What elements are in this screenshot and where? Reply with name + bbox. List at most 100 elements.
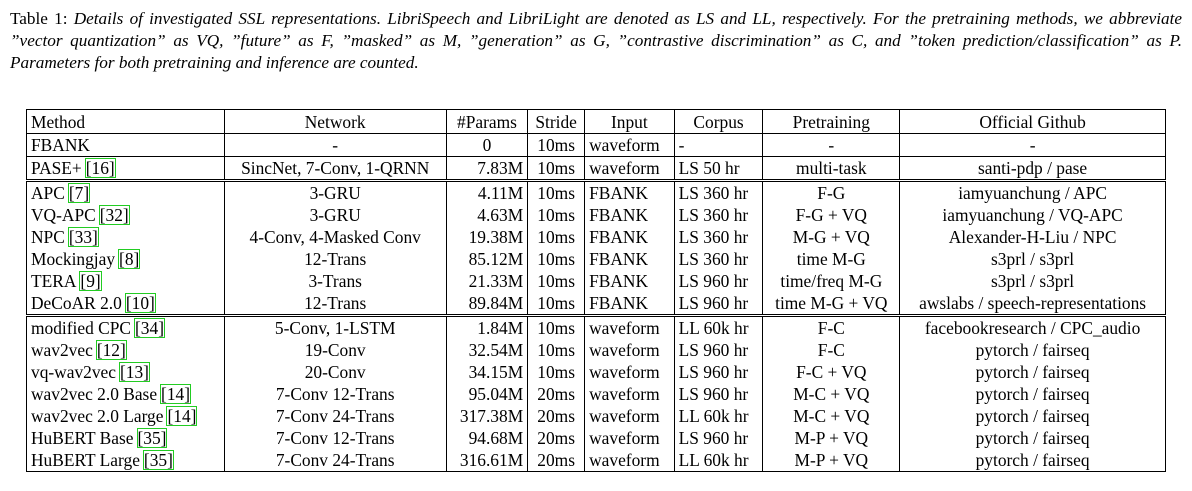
cell-corpus: LL 60k hr [673,449,764,472]
cell-network: SincNet, 7-Conv, 1-QRNN [223,156,447,181]
cell-method: PASE+ [16] [26,156,225,181]
header-method: Method [26,109,225,134]
header-stride: Stride [527,109,586,134]
cell-method: VQ-APC [32] [26,204,225,226]
cell-params: 1.84M [445,314,529,339]
cell-stride: 10ms [527,339,586,361]
method-name: DeCoAR 2.0 [31,293,122,313]
cell-params: 4.63M [445,204,529,226]
cell-github: iamyuanchung / VQ-APC [899,204,1166,226]
cell-params: 34.15M [445,361,529,383]
citation-link[interactable]: [34] [134,318,165,338]
cell-method: wav2vec 2.0 Large [14] [26,405,225,427]
method-name: wav2vec 2.0 Base [31,384,158,404]
citation-link[interactable]: [13] [118,362,150,382]
table-row: HuBERT Base [35] 7-Conv 12-Trans 94.68M 20ms… [26,427,1166,449]
cell-params: 317.38M [445,405,529,427]
table-row: TERA [9] 3-Trans 21.33M 10ms FBANK LS 960 hr ti… [26,270,1166,292]
citation-link[interactable]: [33] [67,227,99,247]
cell-github: - [899,133,1166,157]
caption-text: Details of investigated SSL representati… [10,9,1182,72]
cell-input: FBANK [584,204,675,226]
cell-network: 7-Conv 24-Trans [223,405,447,427]
citation-link[interactable]: [35] [136,428,168,448]
table-row: vq-wav2vec [13] 20-Conv 34.15M 10ms waveform L… [26,361,1166,383]
table-row: VQ-APC [32] 3-GRU 4.63M 10ms FBANK LS 360 hr F-… [26,204,1166,226]
cell-params: 7.83M [445,156,529,181]
cell-github: s3prl / s3prl [899,270,1166,292]
header-input: Input [584,109,675,134]
cell-params: 21.33M [445,270,529,292]
citation-link[interactable]: [16] [84,158,116,178]
cell-stride: 10ms [527,314,586,339]
citation-link[interactable]: [12] [95,340,127,360]
citation-link[interactable]: [9] [79,271,102,291]
header-github: Official Github [899,109,1166,134]
cell-method: TERA [9] [26,270,225,292]
cell-input: waveform [584,405,675,427]
cell-input: waveform [584,339,675,361]
cell-network: 3-Trans [223,270,447,292]
cell-network: 20-Conv [223,361,447,383]
cell-input: waveform [584,427,675,449]
cell-github: awslabs / speech-representations [899,292,1166,316]
method-name: FBANK [31,135,90,155]
cell-pretraining: multi-task [762,156,901,181]
cell-params: 95.04M [445,383,529,405]
method-name: PASE+ [31,158,82,178]
cell-corpus: LS 960 hr [673,270,764,292]
cell-network: 19-Conv [223,339,447,361]
method-name: vq-wav2vec [31,362,116,382]
cell-pretraining: M-P + VQ [762,427,901,449]
cell-pretraining: time M-G + VQ [762,292,901,316]
cell-corpus: LL 60k hr [673,314,764,339]
method-name: Mockingjay [31,249,116,269]
cell-pretraining: time/freq M-G [762,270,901,292]
cell-stride: 10ms [527,248,586,270]
cell-github: pytorch / fairseq [899,383,1166,405]
citation-link[interactable]: [8] [118,249,141,269]
citation-link[interactable]: [7] [67,183,91,203]
cell-network: 3-GRU [223,179,447,204]
cell-method: Mockingjay [8] [26,248,225,270]
cell-method: HuBERT Base [35] [26,427,225,449]
cell-network: - [223,133,447,157]
citation-link[interactable]: [32] [98,205,130,225]
cell-pretraining: F-G + VQ [762,204,901,226]
citation-link[interactable]: [10] [124,293,156,313]
cell-github: facebookresearch / CPC_audio [899,314,1166,339]
cell-corpus: LL 60k hr [673,405,764,427]
cell-network: 12-Trans [223,292,447,316]
method-name: NPC [31,227,65,247]
table-row: FBANK -0 10ms waveform - - - [26,133,1166,157]
header-network: Network [223,109,447,134]
cell-params: 89.84M [445,292,529,316]
table-row: APC [7] 3-GRU 4.11M 10ms FBANK LS 360 hr F-G iam… [26,179,1166,204]
cell-input: waveform [584,449,675,472]
method-name: wav2vec 2.0 Large [31,406,164,426]
cell-input: waveform [584,314,675,339]
cell-pretraining: M-G + VQ [762,226,901,248]
citation-link[interactable]: [14] [160,384,192,404]
cell-network: 7-Conv 12-Trans [223,383,447,405]
cell-input: waveform [584,383,675,405]
ssl-representations-table: Method Network #Params Stride Input Corp… [26,109,1166,472]
cell-corpus: LS 960 hr [673,427,764,449]
table-row: Mockingjay [8] 12-Trans 85.12M 10ms FBANK LS 3… [26,248,1166,270]
cell-pretraining: - [762,133,901,157]
cell-params: 85.12M [445,248,529,270]
cell-network: 4-Conv, 4-Masked Conv [223,226,447,248]
cell-corpus: LS 960 hr [673,292,764,316]
cell-github: pytorch / fairseq [899,339,1166,361]
cell-stride: 10ms [527,226,586,248]
cell-corpus: - [673,133,764,157]
header-corpus: Corpus [673,109,764,134]
cell-pretraining: F-C [762,314,901,339]
citation-link[interactable]: [14] [166,406,198,426]
cell-method: HuBERT Large [35] [26,449,225,472]
citation-link[interactable]: [35] [142,450,174,470]
cell-input: FBANK [584,179,675,204]
cell-stride: 10ms [527,179,586,204]
cell-github: pytorch / fairseq [899,405,1166,427]
cell-input: waveform [584,156,675,181]
